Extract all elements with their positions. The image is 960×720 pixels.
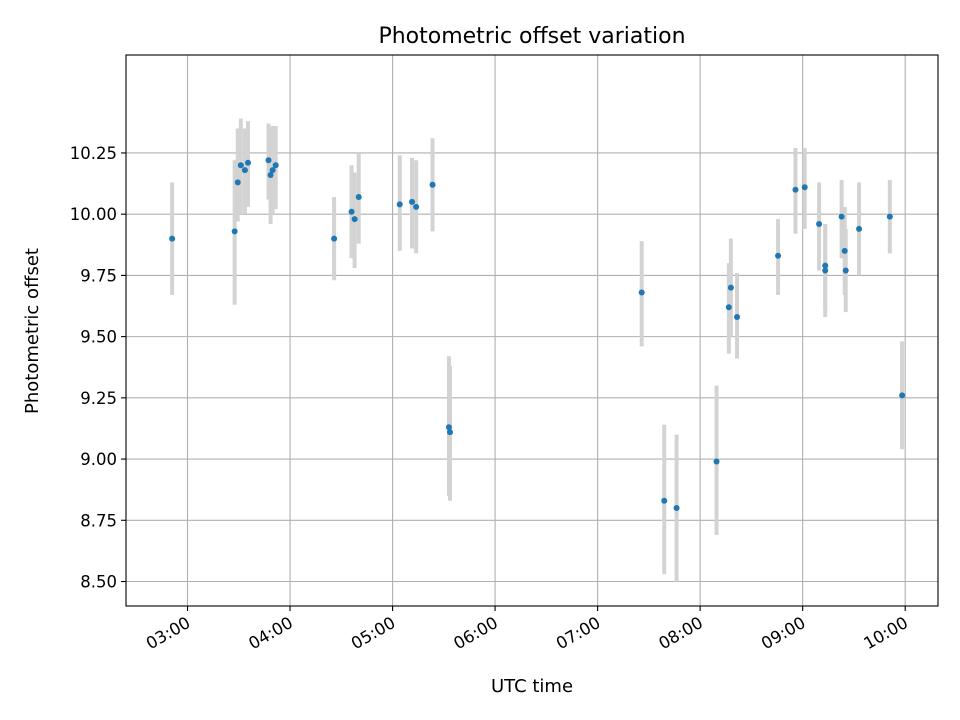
data-point xyxy=(822,262,829,269)
data-point xyxy=(792,186,799,193)
y-tick-label: 10.25 xyxy=(70,144,117,163)
data-point xyxy=(231,228,238,235)
y-tick-label: 8.50 xyxy=(80,573,117,592)
data-point xyxy=(886,213,893,220)
data-point xyxy=(445,424,452,431)
data-point xyxy=(638,289,645,296)
point-layer xyxy=(169,157,906,512)
grid-layer xyxy=(126,55,938,606)
data-point xyxy=(775,252,782,259)
data-point xyxy=(409,198,416,205)
data-point xyxy=(713,458,720,465)
chart-title: Photometric offset variation xyxy=(378,24,685,49)
data-point xyxy=(841,247,848,254)
data-point xyxy=(237,162,244,169)
data-point xyxy=(856,225,863,232)
data-point xyxy=(267,171,274,178)
y-tick-label: 9.00 xyxy=(80,450,117,469)
data-point xyxy=(661,497,668,504)
data-point xyxy=(351,216,358,223)
plot-frame xyxy=(125,54,939,607)
y-tick-label: 9.75 xyxy=(80,266,117,285)
data-point xyxy=(446,429,453,436)
data-point xyxy=(727,284,734,291)
data-point xyxy=(241,167,248,174)
y-tick-label: 10.00 xyxy=(70,205,117,224)
data-point xyxy=(801,184,808,191)
data-point xyxy=(413,203,420,210)
data-point xyxy=(355,194,362,201)
y-tick-label: 9.50 xyxy=(80,328,117,347)
data-point xyxy=(272,162,279,169)
data-point xyxy=(396,201,403,208)
data-point xyxy=(734,314,741,321)
data-point xyxy=(331,235,338,242)
data-point xyxy=(842,267,849,274)
data-point xyxy=(429,181,436,188)
y-tick-label: 9.25 xyxy=(80,389,117,408)
data-point xyxy=(816,220,823,227)
y-axis-label: Photometric offset xyxy=(22,248,43,414)
data-point xyxy=(899,392,906,399)
data-point xyxy=(269,167,276,174)
data-point xyxy=(673,505,680,512)
x-axis-label: UTC time xyxy=(491,676,573,697)
data-point xyxy=(169,235,176,242)
data-point xyxy=(265,157,272,164)
data-point xyxy=(245,159,252,166)
data-point xyxy=(725,304,732,311)
data-point xyxy=(822,267,829,274)
data-point xyxy=(348,208,355,215)
y-tick-label: 8.75 xyxy=(80,511,117,530)
data-point xyxy=(234,179,241,186)
data-point xyxy=(838,213,845,220)
